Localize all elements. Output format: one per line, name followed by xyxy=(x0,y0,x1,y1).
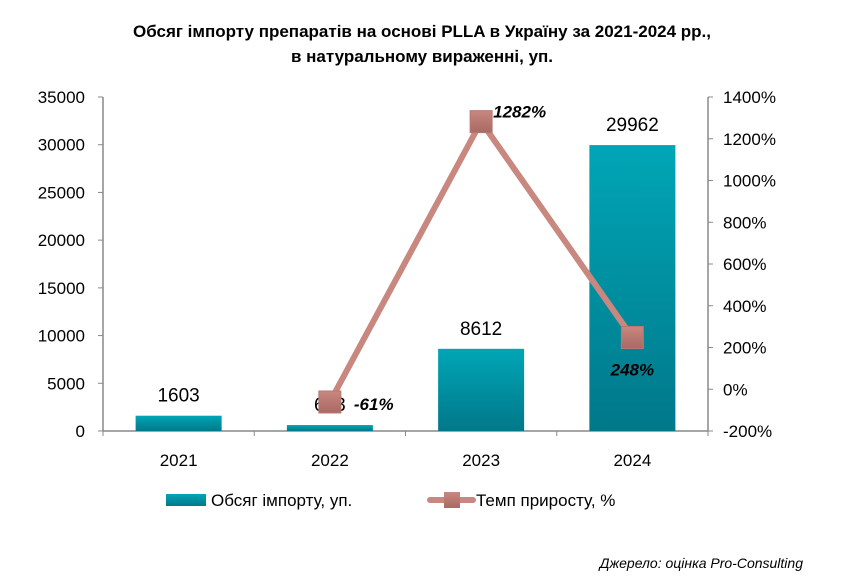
left-tick-label: 20000 xyxy=(38,231,85,250)
right-tick-label: 200% xyxy=(723,339,766,358)
right-tick-label: 400% xyxy=(723,297,766,316)
bar-data-label: 8612 xyxy=(460,319,502,340)
right-tick-label: 1200% xyxy=(723,130,776,149)
legend-line-label: Темп приросту, % xyxy=(476,491,615,510)
right-tick-label: 0% xyxy=(723,380,748,399)
right-tick-label: 600% xyxy=(723,255,766,274)
legend: Обсяг імпорту, уп. Темп приросту, % xyxy=(166,491,615,510)
growth-marker-2024 xyxy=(620,325,644,349)
left-tick-label: 10000 xyxy=(38,327,85,346)
legend-bar-label: Обсяг імпорту, уп. xyxy=(211,491,352,510)
x-tick-label: 2023 xyxy=(462,451,500,470)
left-tick-label: 15000 xyxy=(38,279,85,298)
left-tick-label: 25000 xyxy=(38,183,85,202)
growth-data-label: 1282% xyxy=(493,103,546,122)
right-tick-label: -200% xyxy=(723,422,772,441)
source-note: Джерело: оцінка Pro-Consulting xyxy=(598,555,804,571)
left-tick-label: 0 xyxy=(76,422,85,441)
x-tick-label: 2024 xyxy=(613,451,651,470)
left-tick-label: 30000 xyxy=(38,136,85,155)
legend-line-marker xyxy=(444,492,460,508)
growth-marker-2023 xyxy=(469,110,493,134)
left-tick-label: 5000 xyxy=(47,374,85,393)
right-tick-label: 800% xyxy=(723,213,766,232)
bar-2024 xyxy=(589,145,676,432)
growth-data-label: -61% xyxy=(354,395,394,414)
x-tick-label: 2022 xyxy=(311,451,349,470)
bar-data-label: 1603 xyxy=(157,386,199,407)
growth-data-label: 248% xyxy=(610,360,654,379)
left-tick-label: 35000 xyxy=(38,88,85,107)
bar-2021 xyxy=(135,415,222,431)
x-tick-label: 2021 xyxy=(160,451,198,470)
growth-marker-2022 xyxy=(318,390,342,414)
chart-subtitle: в натуральному вираженні, уп. xyxy=(291,47,553,66)
right-tick-label: 1000% xyxy=(723,172,776,191)
bar-data-label: 29962 xyxy=(606,115,659,136)
bar-2022 xyxy=(286,425,373,431)
right-tick-label: 1400% xyxy=(723,88,776,107)
legend-bar-swatch xyxy=(166,494,206,506)
bar-2023 xyxy=(438,348,525,431)
chart-title: Обсяг імпорту препаратів на основі PLLA … xyxy=(133,22,711,41)
